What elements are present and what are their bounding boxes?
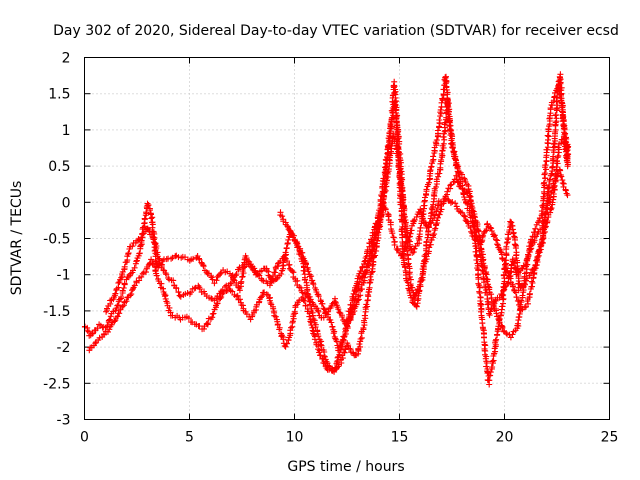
y-tick-label: 0 (62, 195, 71, 211)
x-tick-label: 15 (391, 430, 409, 446)
plot-border (84, 57, 610, 420)
x-tick-label: 10 (286, 430, 304, 446)
y-axis-label: SDTVAR / TECUs (9, 181, 25, 296)
y-tick-label: -3 (57, 413, 71, 429)
y-tick-label: -2.5 (43, 376, 70, 392)
y-tick-label: -0.5 (43, 232, 70, 248)
y-tick-label: 0.5 (48, 159, 70, 175)
y-tick-label: 1.5 (48, 87, 70, 103)
plus-markers (86, 71, 572, 388)
series-track-1 (81, 78, 571, 339)
chart-title: Day 302 of 2020, Sidereal Day-to-day VTE… (53, 23, 619, 39)
x-tick-label: 5 (185, 430, 194, 446)
y-tick-label: 1 (62, 123, 71, 139)
tick-labels: 0 5 10 15 20 25 -3 -2.5 -2 -1.5 -1 -0.5 0 0.5 1 1.5 2 (43, 51, 618, 446)
y-tick-label: 2 (62, 51, 71, 67)
x-tick-label: 25 (601, 430, 619, 446)
plus-markers (277, 82, 571, 372)
x-tick-label: 20 (496, 430, 514, 446)
y-tick-label: -2 (57, 340, 71, 356)
x-tick-label: 0 (80, 430, 89, 446)
y-tick-label: -1.5 (43, 304, 70, 320)
x-axis-label: GPS time / hours (287, 459, 404, 475)
plus-markers (81, 78, 571, 339)
series-track-2 (86, 71, 572, 388)
data-points (81, 71, 572, 388)
series-track-4 (277, 82, 571, 372)
y-tick-label: -1 (57, 268, 71, 284)
